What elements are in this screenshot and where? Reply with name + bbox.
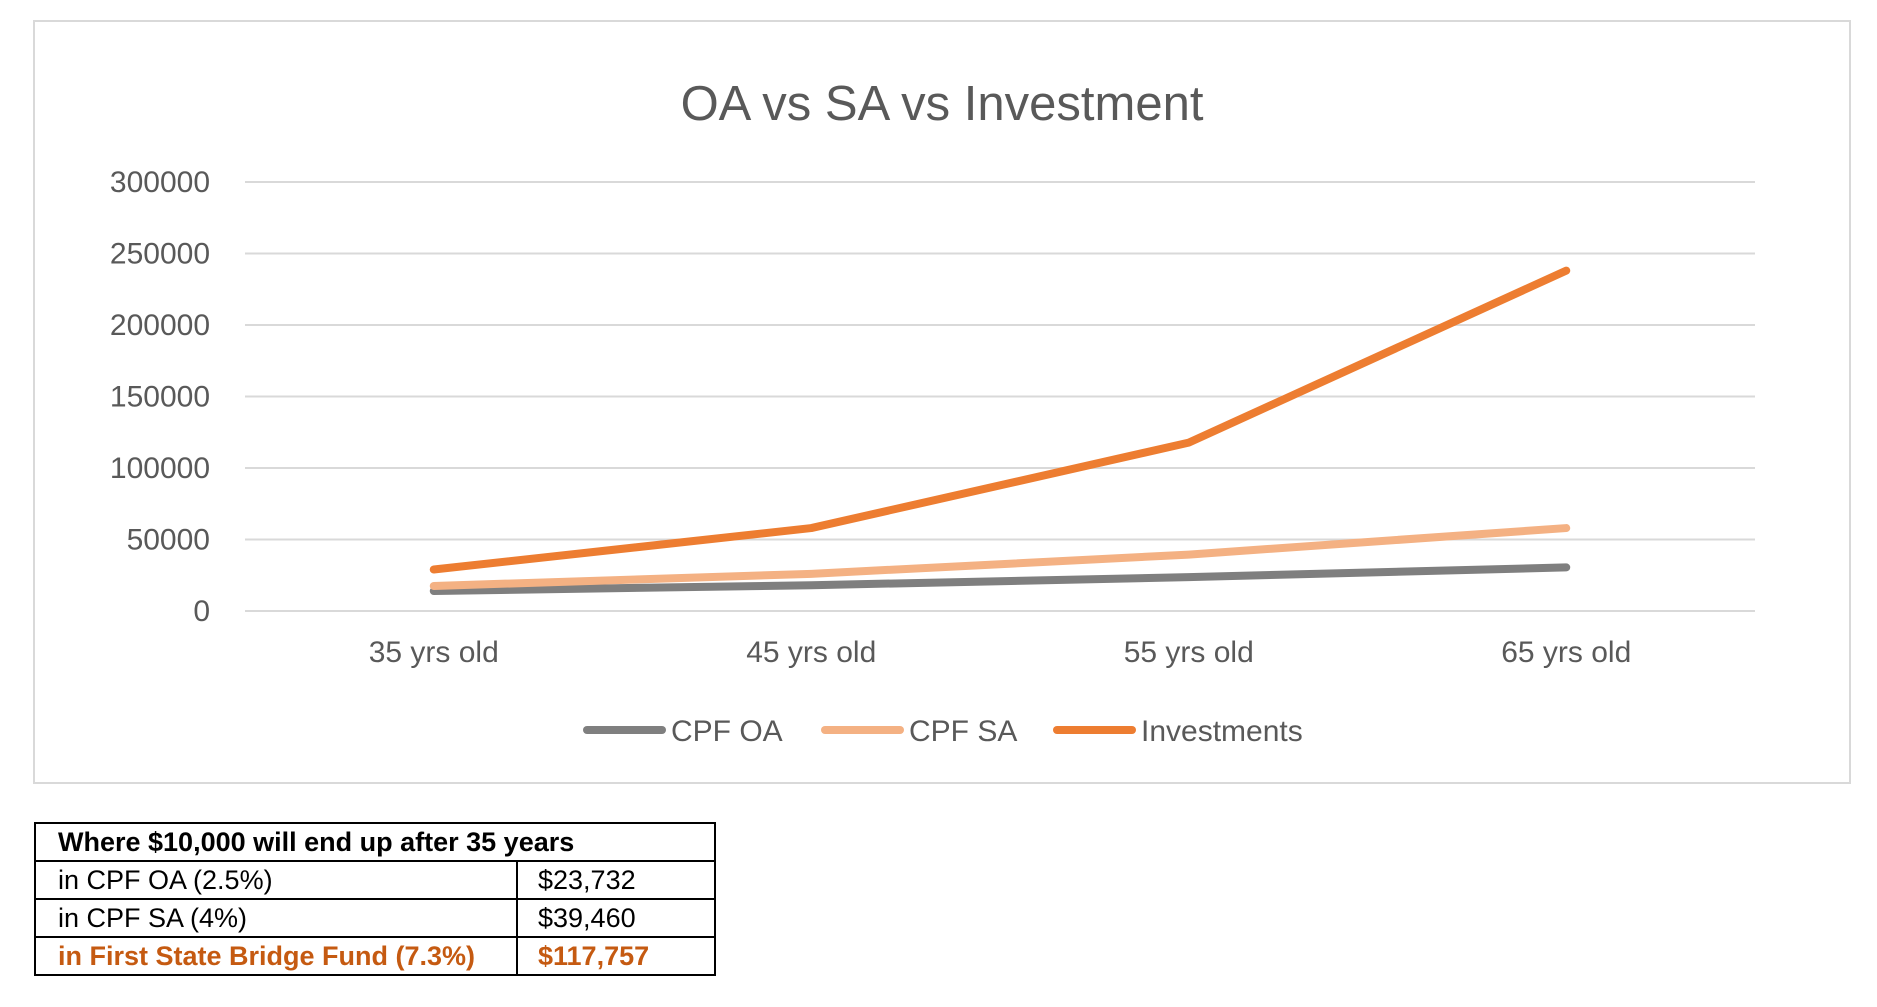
x-tick-label: 65 yrs old [1501,636,1631,669]
gridlines [245,181,1755,612]
row-label: in CPF SA (4%) [34,898,518,938]
y-tick-label: 0 [193,595,210,628]
series-lines [429,266,1571,595]
row-value: $39,460 [516,898,716,938]
x-tick-label: 55 yrs old [1124,636,1254,669]
table-title: Where $10,000 will end up after 35 years [34,822,716,862]
line-chart: OA vs SA vs Investment 0 50000 100000 15000… [110,77,1755,748]
series-line-cpf-sa [429,524,1571,590]
x-tick-label: 35 yrs old [369,636,499,669]
y-axis-ticks: 0 50000 100000 150000 200000 250000 300000 [110,166,210,628]
row-label: in First State Bridge Fund (7.3%) [34,936,518,976]
row-value: $23,732 [516,860,716,900]
table-row-highlight: in First State Bridge Fund (7.3%) $117,7… [34,936,716,976]
y-tick-label: 250000 [110,238,210,271]
series-line-cpf-oa [429,563,1571,595]
y-tick-label: 300000 [110,166,210,199]
table-header-row: Where $10,000 will end up after 35 years [34,822,716,862]
chart-title: OA vs SA vs Investment [681,77,1204,131]
table-row: in CPF OA (2.5%) $23,732 [34,860,716,900]
chart-frame: OA vs SA vs Investment 0 50000 100000 15000… [33,20,1851,784]
row-label: in CPF OA (2.5%) [34,860,518,900]
series-line-investments [429,266,1571,574]
y-tick-label: 50000 [127,524,210,557]
x-tick-label: 45 yrs old [746,636,876,669]
summary-table: Where $10,000 will end up after 35 years… [34,822,716,976]
legend-label-cpf-oa: CPF OA [671,715,783,748]
legend-label-investments: Investments [1141,715,1303,748]
table-row: in CPF SA (4%) $39,460 [34,898,716,938]
legend: CPF OA CPF SA Investments [583,715,1303,748]
x-axis-ticks: 35 yrs old 45 yrs old 55 yrs old 65 yrs old [369,636,1632,669]
legend-label-cpf-sa: CPF SA [909,715,1017,748]
y-tick-label: 200000 [110,309,210,342]
y-tick-label: 150000 [110,381,210,414]
row-value: $117,757 [516,936,716,976]
y-tick-label: 100000 [110,452,210,485]
